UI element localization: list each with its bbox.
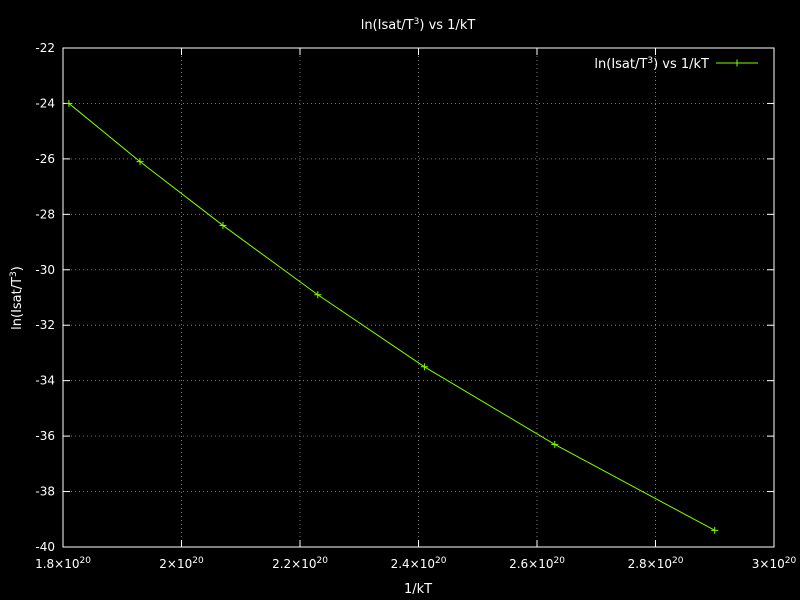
x-tick-label: 2.4×1020: [391, 556, 447, 571]
data-point: [711, 526, 719, 534]
x-tick-label: 1.8×1020: [35, 556, 91, 571]
data-point: [136, 158, 144, 166]
y-tick-label: -28: [35, 207, 55, 221]
series-layer: [65, 99, 719, 534]
data-point: [219, 221, 227, 229]
legend: ln(Isat/T3) vs 1/kT: [594, 56, 758, 72]
y-tick-label: -38: [35, 485, 55, 499]
y-tick-label: -30: [35, 263, 55, 277]
data-point: [551, 440, 559, 448]
y-axis-label: ln(Isat/T3): [9, 266, 25, 330]
x-tick-label: 3×1020: [752, 556, 797, 571]
series-line: [68, 103, 715, 531]
y-tick-label: -24: [35, 96, 55, 110]
chart-title: ln(Isat/T3) vs 1/kT: [361, 17, 476, 33]
y-tick-label: -22: [35, 41, 55, 55]
grid: [63, 48, 774, 547]
y-tick-label: -40: [35, 540, 55, 554]
y-tick-label: -36: [35, 429, 55, 443]
x-tick-label: 2.2×1020: [272, 556, 328, 571]
y-tick-label: -32: [35, 318, 55, 332]
data-point: [314, 291, 322, 299]
x-tick-label: 2×1020: [159, 556, 204, 571]
data-point: [420, 363, 428, 371]
legend-point-marker: [733, 59, 741, 67]
data-point: [65, 99, 73, 107]
x-axis-label: 1/kT: [404, 582, 432, 597]
y-tick-label: -34: [35, 374, 55, 388]
x-tick-label: 2.8×1020: [628, 556, 684, 571]
legend-marker: [733, 59, 741, 67]
x-tick-label: 2.6×1020: [509, 556, 565, 571]
y-tick-label: -26: [35, 152, 55, 166]
ticks: -22 -24 -26 -28 -30 -32 -34 -36 -38 -40 1.8×1020 2×…: [35, 41, 796, 571]
legend-label: ln(Isat/T3) vs 1/kT: [594, 56, 709, 72]
